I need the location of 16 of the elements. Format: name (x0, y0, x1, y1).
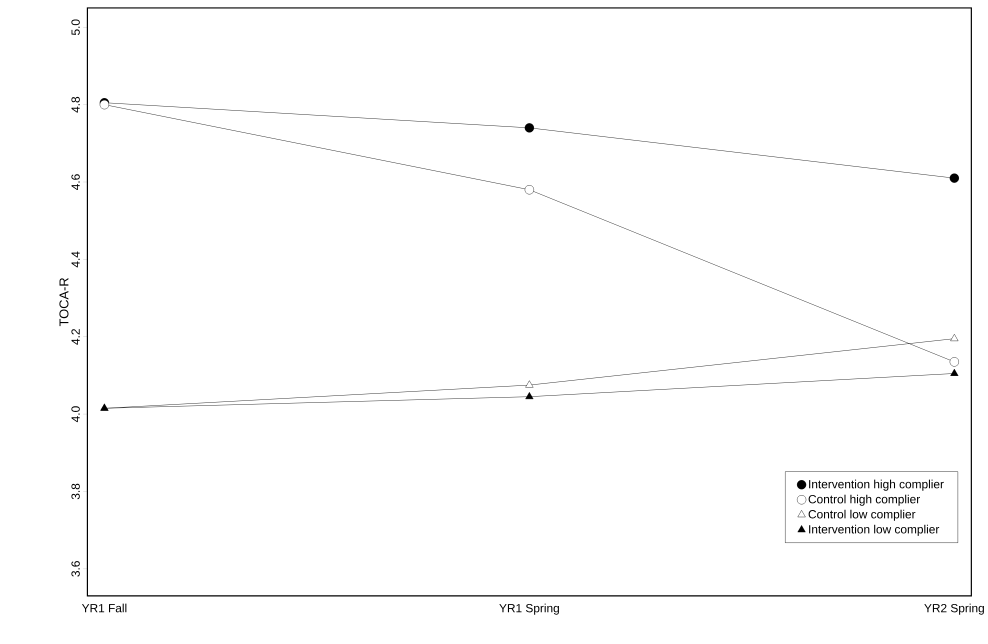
y-tick-label: 4.0 (71, 406, 80, 422)
y-tick-label: 4.8 (71, 97, 80, 113)
legend-label: Control high complier (808, 494, 920, 506)
legend-label: Control low complier (808, 510, 916, 521)
y-tick-label: 5.0 (71, 20, 80, 36)
legend-label: Intervention high complier (809, 480, 944, 491)
y-tick-label: 4.4 (72, 252, 80, 268)
y-axis-title: TOCA-R (59, 278, 69, 326)
y-tick-label: 4.6 (71, 174, 80, 190)
x-tick-label: YR1 Spring (499, 604, 559, 615)
y-tick-label: 3.8 (71, 484, 80, 500)
y-tick-label: 3.6 (71, 561, 80, 577)
x-tick-label: YR2 Spring (924, 604, 984, 615)
legend-label: Intervention low complier (809, 524, 940, 536)
x-tick-label: YR1 Fall (82, 604, 126, 613)
y-tick-label: 4.2 (71, 329, 80, 345)
